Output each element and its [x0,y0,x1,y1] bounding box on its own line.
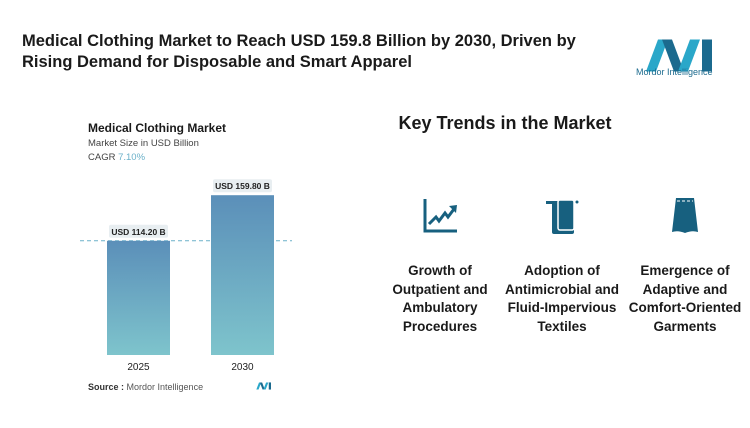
source-text: Mordor Intelligence [126,382,204,392]
x-tick-label: 2030 [231,362,254,373]
chart-title: Medical Clothing Market [88,121,227,135]
cagr-label: CAGR [88,152,116,163]
data-label: USD 114.20 B [111,227,165,237]
logo-text: Mordor Intelligence [636,67,713,77]
trend-item: Emergence of Adaptive and Comfort-Orient… [625,196,745,336]
x-tick-label: 2025 [127,362,150,373]
page-title: Medical Clothing Market to Reach USD 159… [22,32,576,71]
trend-label: Emergence of Adaptive and Comfort-Orient… [628,263,742,334]
trend-label: Adoption of Antimicrobial and Fluid-Impe… [504,263,619,334]
bar-2030 [211,195,274,355]
chart-subtitle: Market Size in USD Billion [88,138,199,149]
cagr-value: 7.10% [118,152,146,163]
source-logo-icon [256,382,271,390]
data-label-bg [109,224,168,238]
mordor-logo [646,39,712,72]
data-label: USD 159.80 B [215,181,270,191]
source-label: Source : [88,382,125,392]
bar-2025 [107,240,170,355]
cagr: CAGR 7.10% [88,152,145,163]
source: Source : Mordor Intelligence [88,382,203,392]
trends-title: Key Trends in the Market [398,113,612,133]
trend-item: Adoption of Antimicrobial and Fluid-Impe… [502,196,622,336]
growth-chart-icon [423,199,457,233]
data-label-bg [213,179,272,193]
skirt-garment-icon [672,198,698,233]
trend-item: Growth of Outpatient and Ambulatory Proc… [380,196,500,336]
towel-icon [546,199,579,234]
trend-label: Growth of Outpatient and Ambulatory Proc… [392,263,488,334]
